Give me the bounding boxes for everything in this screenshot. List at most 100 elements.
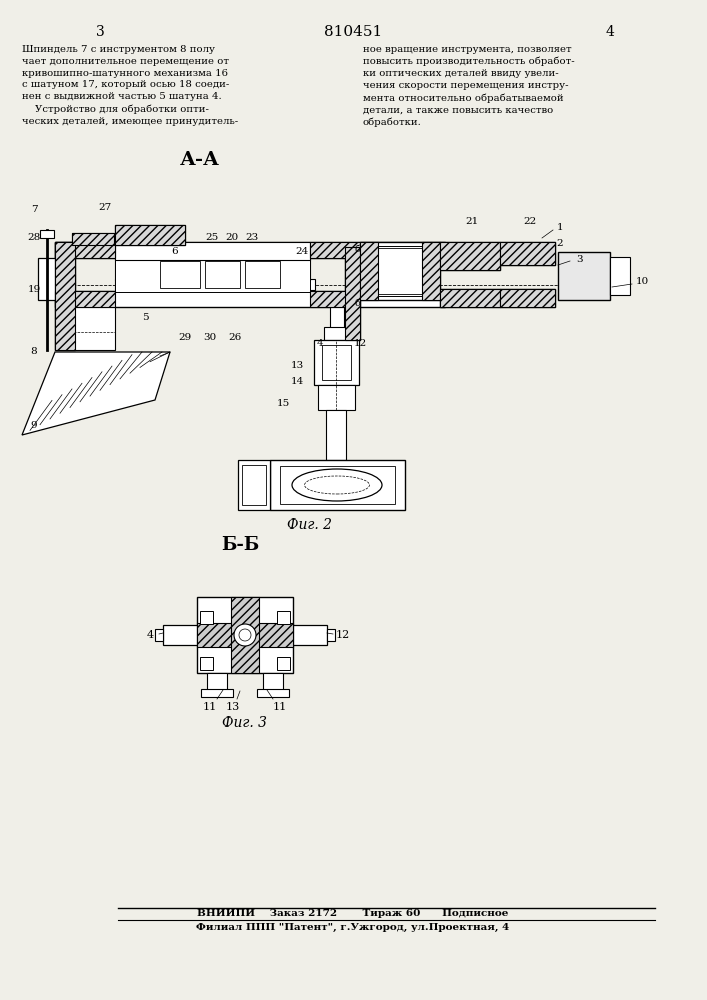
Bar bbox=[327, 629, 335, 641]
Text: 29: 29 bbox=[178, 334, 192, 342]
Text: 21: 21 bbox=[465, 218, 479, 227]
Text: Фиг. 2: Фиг. 2 bbox=[288, 518, 332, 532]
Text: Б-Б: Б-Б bbox=[221, 536, 259, 554]
Bar bbox=[500, 289, 555, 307]
Bar bbox=[440, 242, 500, 270]
Bar bbox=[500, 242, 555, 265]
Text: 23: 23 bbox=[245, 233, 259, 242]
Bar bbox=[200, 657, 213, 670]
Text: Фиг. 3: Фиг. 3 bbox=[223, 716, 267, 730]
Bar bbox=[238, 460, 270, 510]
Bar bbox=[38, 258, 55, 300]
Bar bbox=[440, 289, 500, 307]
Bar bbox=[375, 248, 425, 294]
Bar bbox=[115, 225, 185, 245]
Text: 13: 13 bbox=[291, 360, 303, 369]
Bar bbox=[242, 465, 266, 505]
Bar bbox=[345, 247, 360, 340]
Text: 8: 8 bbox=[30, 348, 37, 357]
Bar bbox=[360, 242, 378, 300]
Bar bbox=[270, 460, 405, 510]
Bar bbox=[207, 673, 227, 690]
Bar bbox=[115, 257, 310, 292]
Text: 28: 28 bbox=[28, 233, 40, 242]
Text: б: б bbox=[354, 298, 360, 308]
Text: 4: 4 bbox=[146, 630, 153, 640]
Text: 5: 5 bbox=[141, 314, 148, 322]
Text: 3: 3 bbox=[95, 25, 105, 39]
Bar bbox=[277, 611, 290, 624]
Bar bbox=[322, 345, 351, 380]
Text: ВНИИПИ    Заказ 2172       Тираж 60      Подписное: ВНИИПИ Заказ 2172 Тираж 60 Подписное bbox=[197, 908, 509, 918]
Text: 11: 11 bbox=[203, 702, 217, 712]
Bar bbox=[370, 246, 430, 296]
Bar bbox=[197, 623, 293, 647]
Bar bbox=[610, 257, 630, 295]
Text: 30: 30 bbox=[204, 334, 216, 342]
Text: Филиал ППП "Патент", г.Ужгород, ул.Проектная, 4: Филиал ППП "Патент", г.Ужгород, ул.Проек… bbox=[197, 922, 510, 932]
Text: 22: 22 bbox=[523, 218, 537, 227]
Bar bbox=[345, 247, 360, 340]
Bar bbox=[318, 385, 355, 410]
Text: 1: 1 bbox=[556, 224, 563, 232]
Bar bbox=[310, 242, 360, 258]
Text: 13: 13 bbox=[226, 702, 240, 712]
Bar bbox=[500, 289, 555, 307]
Bar bbox=[163, 625, 197, 645]
Bar bbox=[55, 291, 445, 307]
Bar bbox=[55, 291, 115, 307]
Text: 12: 12 bbox=[354, 340, 367, 349]
Bar bbox=[115, 279, 315, 290]
Text: 24: 24 bbox=[296, 247, 309, 256]
Text: 27: 27 bbox=[98, 204, 112, 213]
Bar bbox=[55, 307, 115, 350]
Text: 10: 10 bbox=[636, 277, 648, 286]
Text: 3: 3 bbox=[577, 255, 583, 264]
Bar bbox=[160, 261, 200, 288]
Circle shape bbox=[234, 624, 256, 646]
Text: Шпиндель 7 с инструментом 8 полу
чает дополнительное перемещение от
кривошипно-ш: Шпиндель 7 с инструментом 8 полу чает до… bbox=[22, 45, 238, 125]
Bar bbox=[500, 242, 555, 265]
Text: 15: 15 bbox=[276, 399, 290, 408]
Bar bbox=[55, 242, 115, 258]
Text: 25: 25 bbox=[205, 233, 218, 242]
Text: 19: 19 bbox=[28, 286, 40, 294]
Polygon shape bbox=[22, 352, 170, 435]
Bar bbox=[257, 689, 289, 697]
Bar bbox=[245, 261, 280, 288]
Bar bbox=[55, 242, 75, 350]
Bar bbox=[115, 242, 310, 260]
Text: А-А: А-А bbox=[180, 151, 220, 169]
Text: 12: 12 bbox=[336, 630, 350, 640]
Text: 810451: 810451 bbox=[324, 25, 382, 39]
Bar bbox=[280, 466, 395, 504]
Text: 14: 14 bbox=[291, 377, 303, 386]
Bar bbox=[155, 629, 163, 641]
Text: 26: 26 bbox=[228, 334, 242, 342]
Bar bbox=[55, 242, 445, 258]
Bar bbox=[277, 657, 290, 670]
Bar bbox=[55, 242, 75, 350]
Bar bbox=[115, 225, 185, 245]
Bar bbox=[115, 258, 310, 280]
Bar bbox=[263, 673, 283, 690]
Text: 2: 2 bbox=[556, 239, 563, 248]
Bar bbox=[197, 597, 293, 673]
Bar bbox=[72, 233, 114, 245]
Bar bbox=[201, 689, 233, 697]
Bar bbox=[231, 597, 259, 673]
Text: 7: 7 bbox=[30, 206, 37, 215]
Bar bbox=[440, 289, 500, 307]
Text: 4: 4 bbox=[606, 25, 614, 39]
Text: б: б bbox=[354, 245, 360, 254]
Bar bbox=[440, 242, 500, 270]
Bar bbox=[330, 307, 344, 330]
Bar bbox=[558, 252, 610, 300]
Bar bbox=[293, 625, 327, 645]
Bar bbox=[360, 242, 440, 300]
Text: 20: 20 bbox=[226, 233, 239, 242]
Text: 6: 6 bbox=[172, 247, 178, 256]
Bar bbox=[40, 230, 54, 238]
Bar bbox=[422, 242, 440, 300]
Bar bbox=[72, 233, 114, 245]
